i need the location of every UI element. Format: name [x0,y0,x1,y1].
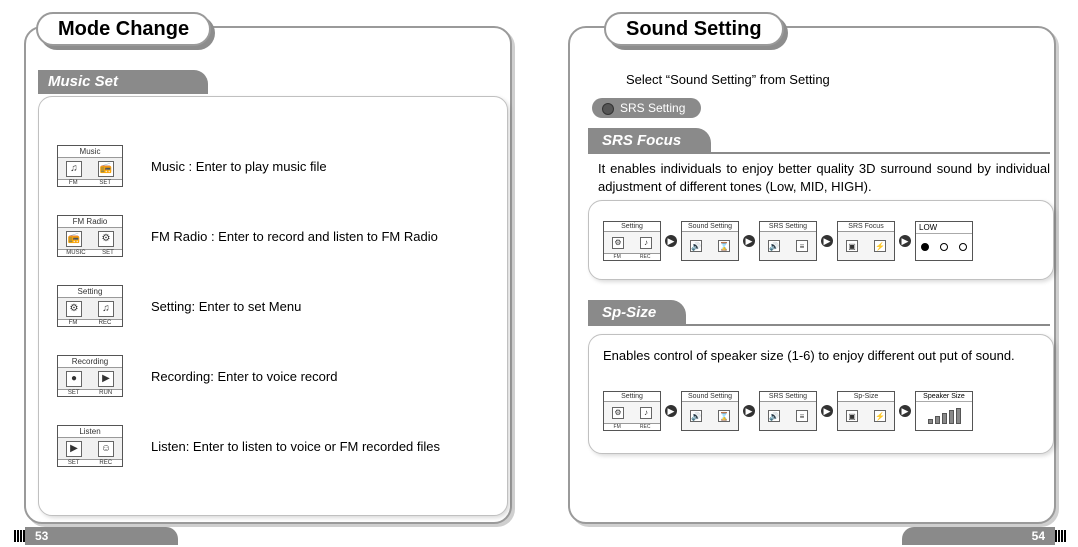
row-fmradio: FM Radio 📻⚙ MUSICSET FM Radio : Enter to… [57,215,438,257]
sound-setting-title: Sound Setting [604,12,784,46]
srs-focus-text: It enables individuals to enjoy better q… [598,160,1050,195]
row-music: Music ♫📻 FMSET Music : Enter to play mus… [57,145,327,187]
desc-listen: Listen: Enter to listen to voice or FM r… [151,439,440,454]
page-number-left: 53 [14,527,178,545]
right-panel: Sound Setting Select “Sound Setting” fro… [568,26,1056,524]
thumb-recording: Recording ●▶ SETRUN [57,355,123,397]
srs-focus-nav: Setting⚙♪FMREC ▶ Sound Setting🔊⌛ ▶ SRS S… [603,221,973,261]
stripes-icon [1055,530,1066,542]
music-set-card: Music ♫📻 FMSET Music : Enter to play mus… [38,96,508,516]
arrow-icon: ▶ [665,235,677,247]
thumb-music: Music ♫📻 FMSET [57,145,123,187]
page-right: Sound Setting Select “Sound Setting” fro… [558,0,1066,547]
stripes-icon [14,530,25,542]
row-recording: Recording ●▶ SETRUN Recording: Enter to … [57,355,337,397]
arrow-icon: ▶ [665,405,677,417]
mode-change-title: Mode Change [36,12,211,46]
desc-setting: Setting: Enter to set Menu [151,299,301,314]
desc-fmradio: FM Radio : Enter to record and listen to… [151,229,438,244]
sound-setting-title-text: Sound Setting [626,18,762,41]
row-listen: Listen ▶☺ SETREC Listen: Enter to listen… [57,425,440,467]
arrow-icon: ▶ [743,405,755,417]
sp-size-card: Enables control of speaker size (1-6) to… [588,334,1054,454]
srs-focus-tab: SRS Focus [588,128,711,152]
page-number-54: 54 [1022,527,1055,545]
nav-srs-setting-icon: SRS Setting🔊≡ [759,221,817,261]
page-number-53: 53 [25,527,58,545]
arrow-icon: ▶ [821,405,833,417]
thumb-fmradio: FM Radio 📻⚙ MUSICSET [57,215,123,257]
sp-size-tab: Sp-Size [588,300,686,324]
left-panel: Mode Change Music Set Music ♫📻 FMSET Mus… [24,26,512,524]
music-set-label: Music Set [38,70,208,94]
nav-sp-size-icon: Sp-Size▣⚡ [837,391,895,431]
nav-sound-setting-icon: Sound Setting🔊⌛ [681,391,739,431]
final-low: LOW [915,221,973,261]
sp-size-text: Enables control of speaker size (1-6) to… [603,347,1041,365]
nav-srs-setting-icon: SRS Setting🔊≡ [759,391,817,431]
srs-focus-card: Setting⚙♪FMREC ▶ Sound Setting🔊⌛ ▶ SRS S… [588,200,1054,280]
nav-srs-focus-icon: SRS Focus▣⚡ [837,221,895,261]
rule-srs-focus [588,152,1050,154]
page-left: Mode Change Music Set Music ♫📻 FMSET Mus… [14,0,522,547]
nav-setting-icon: Setting⚙♪FMREC [603,391,661,431]
desc-music: Music : Enter to play music file [151,159,327,174]
final-speaker-size: Speaker Size [915,391,973,431]
arrow-icon: ▶ [899,235,911,247]
nav-sound-setting-icon: Sound Setting🔊⌛ [681,221,739,261]
intro-text: Select “Sound Setting” from Setting [626,72,830,87]
nav-setting-icon: Setting⚙♪FMREC [603,221,661,261]
row-setting: Setting ⚙♫ FMREC Setting: Enter to set M… [57,285,301,327]
arrow-icon: ▶ [743,235,755,247]
page-number-right: 54 [902,527,1066,545]
mode-change-title-text: Mode Change [58,18,189,41]
desc-recording: Recording: Enter to voice record [151,369,337,384]
sp-size-nav: Setting⚙♪FMREC ▶ Sound Setting🔊⌛ ▶ SRS S… [603,391,973,431]
thumb-listen: Listen ▶☺ SETREC [57,425,123,467]
srs-setting-pill: SRS Setting [592,98,701,118]
arrow-icon: ▶ [899,405,911,417]
rule-sp-size [588,324,1050,326]
thumb-setting: Setting ⚙♫ FMREC [57,285,123,327]
arrow-icon: ▶ [821,235,833,247]
